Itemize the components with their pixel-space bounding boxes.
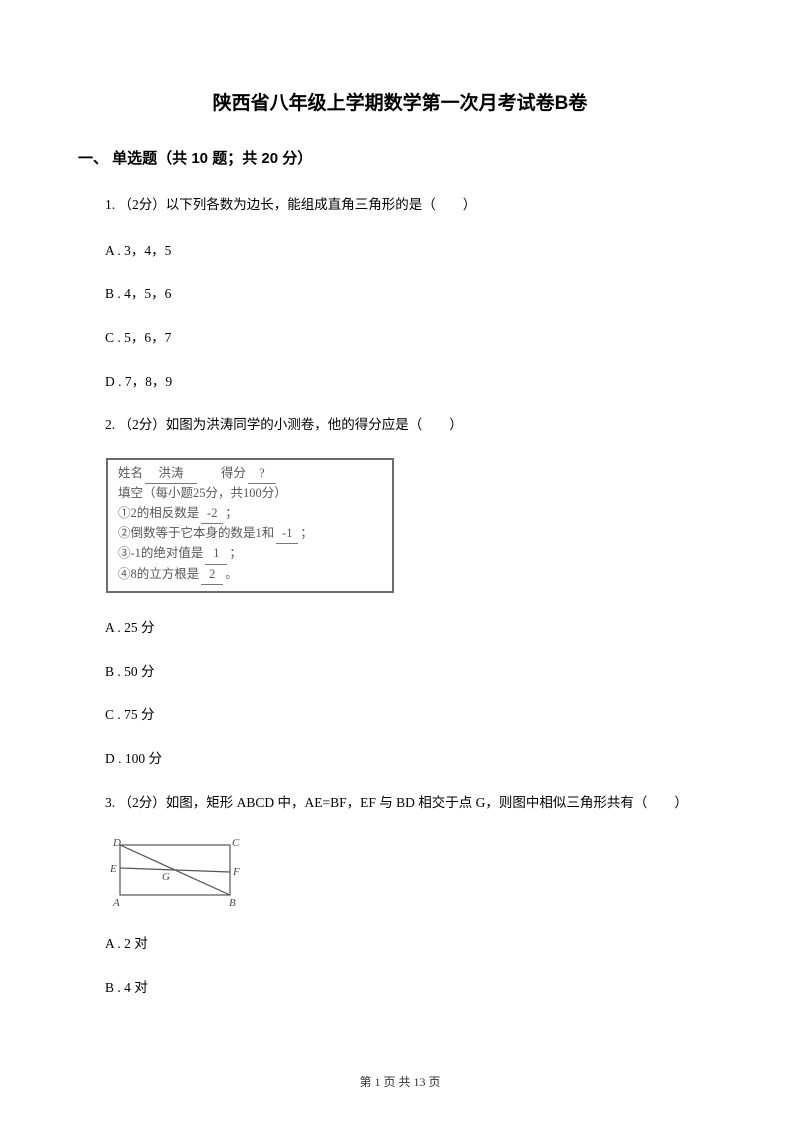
q2-paren: （ ）: [409, 417, 463, 432]
quiz-line1: 姓名洪涛 得分?: [118, 464, 382, 484]
quiz-card: 姓名洪涛 得分? 填空（每小题25分，共100分） ①2的相反数是-2； ②倒数…: [106, 458, 394, 593]
quiz-line4: ②倒数等于它本身的数是1和-1；: [118, 524, 382, 544]
q3-option-a: A . 2 对: [78, 931, 722, 957]
q2-stem: 2. （2分）如图为洪涛同学的小测卷，他的得分应是（ ）: [78, 412, 722, 438]
section-heading: 一、 单选题（共 10 题；共 20 分）: [78, 147, 722, 168]
q2-option-d: D . 100 分: [78, 746, 722, 772]
label-G: G: [162, 871, 170, 883]
q2-option-c: C . 75 分: [78, 702, 722, 728]
page-title: 陕西省八年级上学期数学第一次月考试卷B卷: [78, 88, 722, 115]
quiz-name-label: 姓名: [118, 466, 143, 480]
quiz-line5: ③-1的绝对值是1；: [118, 544, 382, 564]
quiz-l3-a: ①2的相反数是: [118, 506, 199, 520]
geom-labels: D C E F G A B: [109, 837, 240, 909]
label-E: E: [109, 863, 117, 875]
q1-option-d: D . 7，8，9: [78, 369, 722, 395]
quiz-l4-a: ②倒数等于它本身的数是1和: [118, 526, 274, 540]
quiz-l5-a: ③-1的绝对值是: [118, 546, 203, 560]
quiz-name-value: 洪涛: [145, 464, 197, 484]
q3-option-b: B . 4 对: [78, 975, 722, 1001]
q1-option-a: A . 3，4，5: [78, 238, 722, 264]
q3-stem: 3. （2分）如图，矩形 ABCD 中，AE=BF，EF 与 BD 相交于点 G…: [78, 790, 722, 816]
quiz-l6-b: 。: [225, 567, 238, 581]
quiz-l4-b: ；: [300, 526, 313, 540]
quiz-l6-a: ④8的立方根是: [118, 567, 199, 581]
label-C: C: [232, 837, 240, 849]
q1-option-c: C . 5，6，7: [78, 325, 722, 351]
label-B: B: [229, 897, 236, 909]
q1-option-b: B . 4，5，6: [78, 281, 722, 307]
geom-figure: D C E F G A B: [106, 835, 722, 911]
q1-stem: 1. （2分）以下列各数为边长，能组成直角三角形的是（ ）: [78, 192, 722, 218]
label-F: F: [232, 866, 240, 878]
quiz-score-value: ?: [248, 464, 276, 484]
quiz-l3-v: -2: [201, 504, 223, 524]
q2-option-a: A . 25 分: [78, 615, 722, 641]
quiz-l4-v: -1: [276, 524, 298, 544]
quiz-line3: ①2的相反数是-2；: [118, 504, 382, 524]
rectangle-diagram: D C E F G A B: [106, 835, 244, 911]
label-D: D: [112, 837, 121, 849]
quiz-line2: 填空（每小题25分，共100分）: [118, 484, 382, 503]
q2-stem-text: 2. （2分）如图为洪涛同学的小测卷，他的得分应是: [105, 417, 409, 432]
page-footer: 第 1 页 共 13 页: [0, 1073, 800, 1090]
q2-option-b: B . 50 分: [78, 659, 722, 685]
quiz-line6: ④8的立方根是2。: [118, 565, 382, 585]
label-A: A: [112, 897, 120, 909]
quiz-l6-v: 2: [201, 565, 223, 585]
quiz-l3-b: ；: [225, 506, 238, 520]
quiz-score-label: 得分: [221, 466, 246, 480]
quiz-l5-b: ；: [229, 546, 242, 560]
quiz-l5-v: 1: [205, 544, 227, 564]
